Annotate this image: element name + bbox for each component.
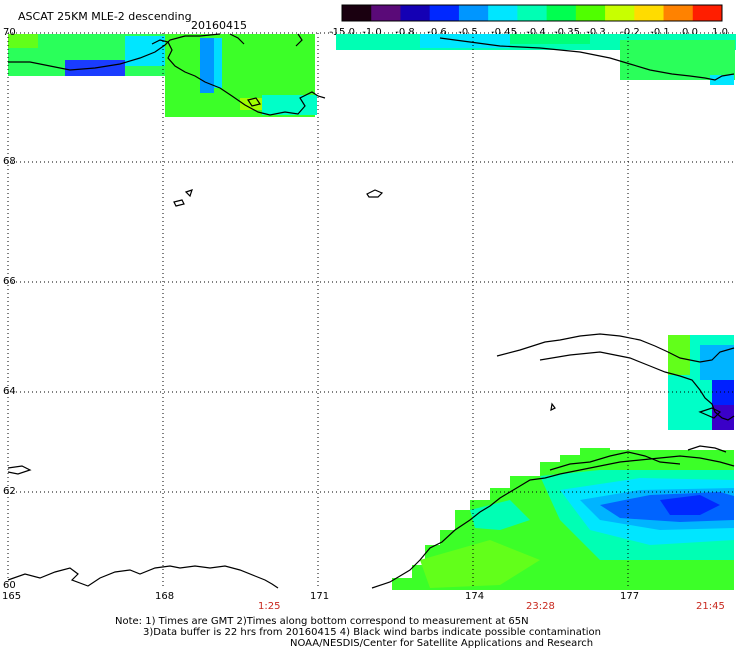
- lat-label: 60: [3, 580, 16, 591]
- colorbar-label: 0.0: [682, 27, 698, 38]
- colorbar-label: -0.2: [620, 27, 640, 38]
- colorbar-border: [341, 4, 723, 22]
- wind-data-swaths: [8, 34, 736, 590]
- note-line-3: NOAA/NESDIS/Center for Satellite Applica…: [290, 638, 594, 649]
- colorbar-swatch: [546, 5, 577, 21]
- lat-label: 64: [3, 386, 16, 397]
- lat-label: 66: [3, 276, 16, 287]
- pass-time: 23:28: [526, 601, 555, 612]
- lat-label: 70: [3, 27, 16, 38]
- note-line-1: Note: 1) Times are GMT 2)Times along bot…: [115, 616, 529, 627]
- lon-label: 171: [310, 591, 330, 602]
- pass-time: 21:45: [696, 601, 725, 612]
- note-line-2: 3)Data buffer is 22 hrs from 20160415 4)…: [143, 627, 601, 638]
- colorbar-swatch: [692, 5, 723, 21]
- lon-label: 168: [155, 591, 175, 602]
- colorbar-swatch: [429, 5, 460, 21]
- lat-label: 68: [3, 156, 16, 167]
- product-date: 20160415: [191, 19, 247, 32]
- lon-label: 177: [620, 591, 640, 602]
- colorbar-swatch: [634, 5, 665, 21]
- colorbar-swatch: [488, 5, 518, 21]
- colorbar-swatch: [342, 5, 372, 21]
- lon-label: 174: [465, 591, 485, 602]
- lon-label: 165: [2, 591, 22, 602]
- colorbar-swatch: [663, 5, 694, 21]
- coastlines: [7, 33, 735, 589]
- pass-time: 1:25: [258, 601, 281, 612]
- colorbar-label: -15.0: [329, 27, 355, 38]
- colorbar: [341, 4, 723, 22]
- colorbar-swatch: [575, 5, 606, 21]
- lat-label: 62: [3, 486, 16, 497]
- colorbar-swatch: [458, 5, 489, 21]
- colorbar-swatch: [371, 5, 401, 21]
- graticule: [7, 32, 734, 588]
- product-title: ASCAT 25KM MLE-2 descending: [18, 10, 192, 23]
- colorbar-label: -0.35: [554, 27, 580, 38]
- colorbar-swatch: [400, 5, 431, 21]
- colorbar-swatch: [605, 5, 635, 21]
- colorbar-swatch: [517, 5, 548, 21]
